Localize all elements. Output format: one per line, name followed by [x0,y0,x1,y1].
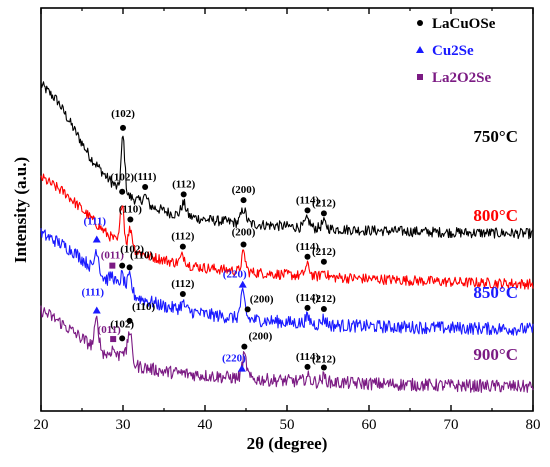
x-tick-label: 40 [198,417,213,433]
peak-label: (220) [222,353,246,365]
lacuose-marker [240,241,247,248]
peak-label: (112) [171,278,195,290]
peak-label: (114) [296,351,320,363]
lacuose-marker [320,210,327,217]
series-line [40,305,534,393]
lacuose-marker [417,20,423,26]
peak-label: (212) [312,197,336,209]
peak-label: (111) [83,216,106,228]
lacuose-marker [119,188,126,195]
lacuose-marker [320,305,327,312]
peak-label: (111) [81,286,104,298]
peak-label: (200) [232,226,256,238]
peak-label: (110) [119,203,143,215]
cu2se-marker [92,235,101,243]
series-temperature-label: 750°C [473,127,518,146]
x-tick-label: 20 [34,417,49,433]
peak-label: (212) [312,246,336,258]
peak-label: (114) [296,292,320,304]
lacuose-marker [119,335,126,342]
series-line [40,173,534,290]
lacuose-marker [320,364,327,371]
y-axis-title: Intensity (a.u.) [11,157,30,263]
lacuose-marker [180,191,187,198]
peak-label: (200) [250,293,274,305]
peak-label: (102) [111,108,135,120]
legend-label: La2O2Se [432,70,492,86]
cu2se-marker [237,364,246,372]
series-line [40,81,534,240]
cu2se-marker [92,306,101,314]
lacuose-marker [120,124,126,131]
peak-label: (011) [98,324,122,336]
lacuose-marker [240,197,247,204]
peak-label: (110) [130,249,154,261]
x-tick-label: 60 [362,417,377,433]
la2o2se-marker [109,262,116,269]
lacuose-marker [244,306,251,313]
lacuose-marker [320,258,327,265]
lacuose-marker [126,264,133,271]
peak-label: (200) [232,184,256,196]
lacuose-marker [304,253,311,260]
lacuose-marker [304,363,311,370]
peak-label: (102) [110,172,134,184]
legend: LaCuOSe Cu2Se La2O2Se [416,16,496,86]
axis-layer: 20 30 40 50 60 70 80 [34,8,541,433]
peak-label: (110) [132,301,156,313]
lacuose-marker [179,243,186,250]
peak-label: (114) [296,194,320,206]
peak-label: (114) [296,241,320,253]
x-tick-label: 30 [116,417,131,433]
la2o2se-marker [110,336,117,343]
peak-label: (111) [134,171,157,183]
x-tick-label: 70 [444,417,459,433]
lacuose-marker [142,184,149,191]
lacuose-marker [241,343,248,350]
series-line [40,228,534,336]
peak-label: (212) [312,293,336,305]
peak-label: (112) [172,178,196,190]
lacuose-marker [179,291,186,298]
la2o2se-marker [417,74,423,80]
legend-label: LaCuOSe [432,16,496,32]
x-tick-label: 80 [526,417,541,433]
x-axis-title: 2θ (degree) [247,434,328,453]
lacuose-marker [119,262,126,269]
peak-label: (011) [101,250,125,262]
peak-label: (200) [248,331,272,343]
series-layer [40,81,534,393]
lacuose-marker [304,304,311,311]
series-temperature-label: 900°C [473,345,518,364]
lacuose-marker [126,317,133,324]
lacuose-marker [127,216,134,223]
cu2se-marker [238,280,247,288]
cu2se-marker [416,46,424,53]
legend-label: Cu2Se [432,43,474,59]
peak-label: (102) [120,244,144,256]
x-tick-label: 50 [280,417,295,433]
lacuose-marker [304,207,311,214]
peak-label: (212) [312,354,336,366]
series-temperature-label: 850°C [473,283,518,302]
series-temperature-label: 800°C [473,206,518,225]
peak-label: (220) [223,269,247,281]
peak-label: (112) [171,231,195,243]
annotation-layer: (102)(111)(112) (200)(114)(212)750°C(102)… [81,108,518,372]
